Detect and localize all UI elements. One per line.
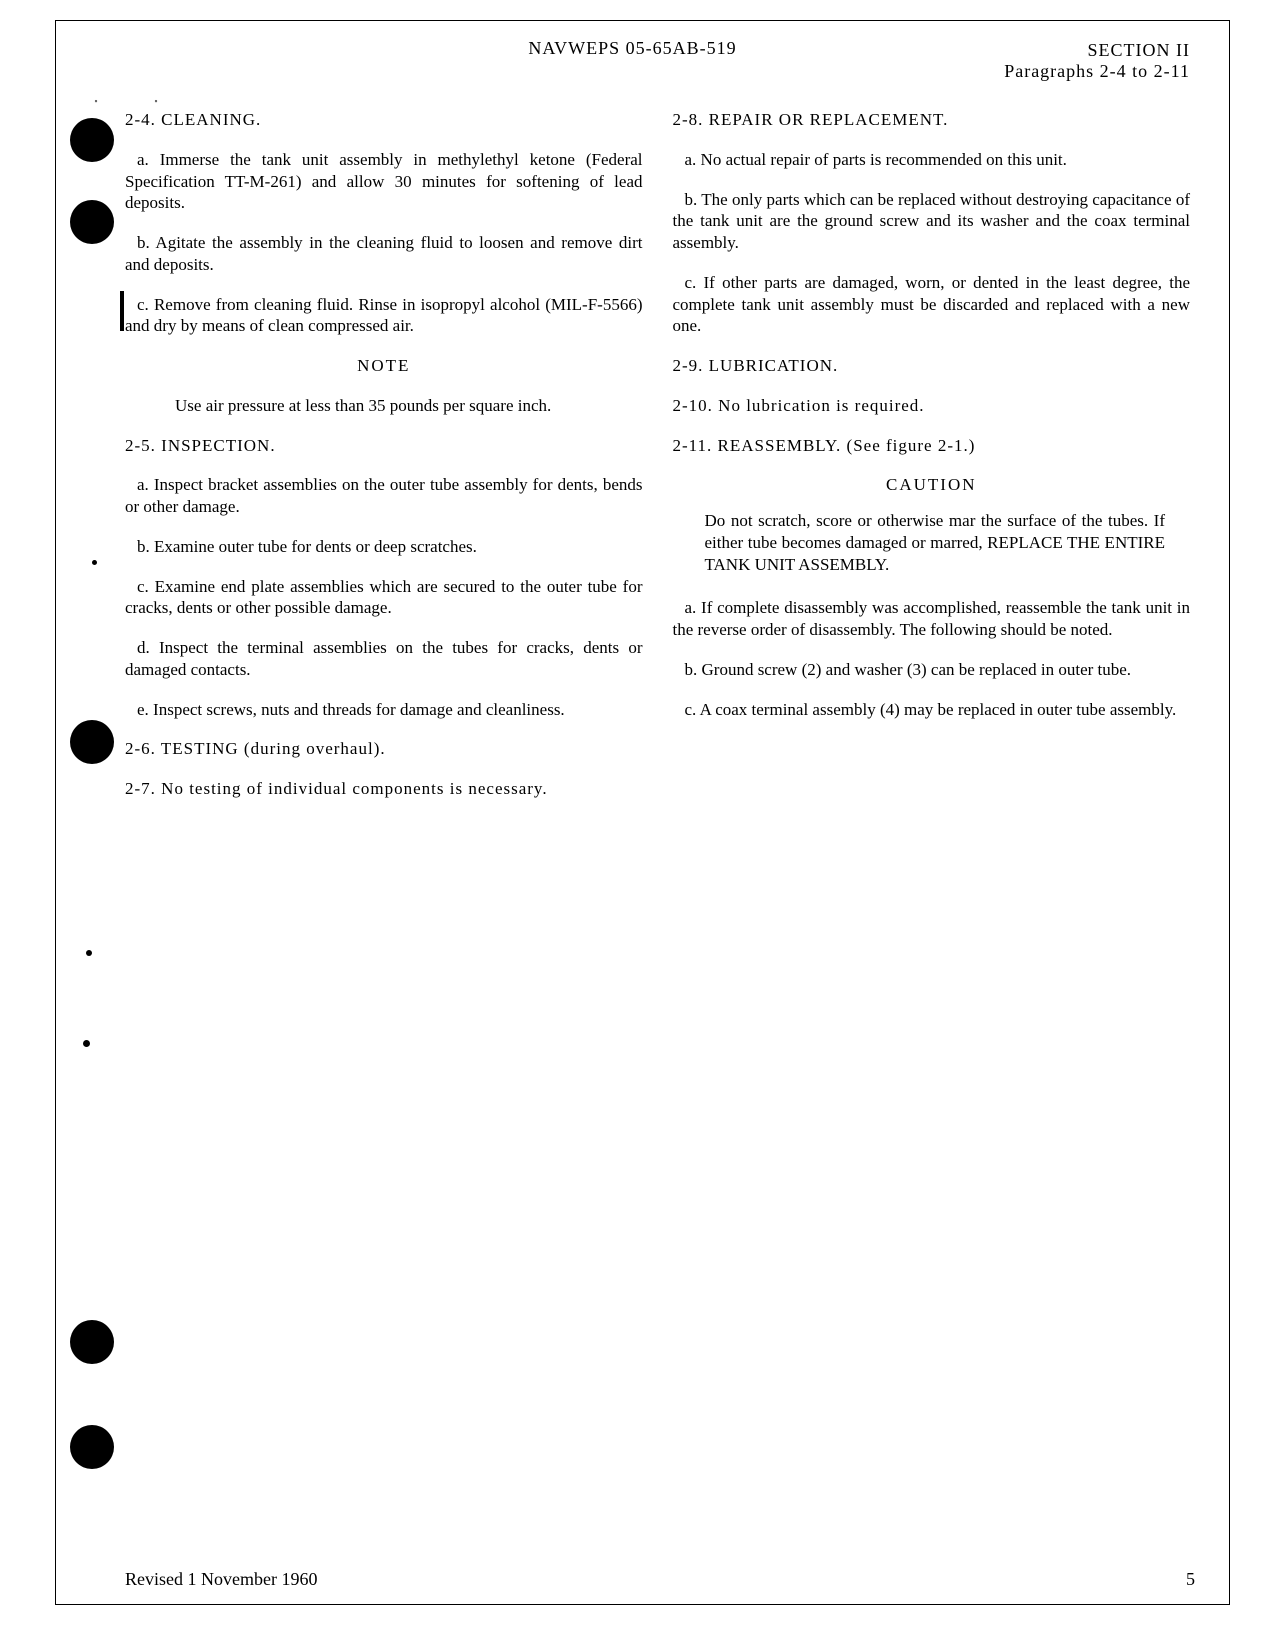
section-2-5-heading: 2-5. INSPECTION. [125,435,643,457]
header-doc-number: NAVWEPS 05-65AB-519 [528,38,736,59]
left-column: 2-4. CLEANING. a. Immerse the tank unit … [125,107,643,818]
punch-hole-dot [70,720,114,764]
header-section-info: SECTION II Paragraphs 2-4 to 2-11 [1004,40,1190,82]
para-2-8-b: b. The only parts which can be replaced … [673,189,1191,254]
para-2-5-a: a. Inspect bracket assemblies on the out… [125,474,643,518]
punch-hole-dot [70,1425,114,1469]
para-2-5-e: e. Inspect screws, nuts and threads for … [125,699,643,721]
note-text: Use air pressure at less than 35 pounds … [125,395,643,417]
punch-hole-dot [70,1320,114,1364]
stray-mark: ⸼ [155,85,158,104]
section-2-4-heading: 2-4. CLEANING. [125,109,643,131]
para-2-7: 2-7. No testing of individual components… [125,778,643,800]
header-section: SECTION II [1004,40,1190,61]
caution-label: CAUTION [673,474,1191,496]
para-2-4-c: c. Remove from cleaning fluid. Rinse in … [125,294,643,338]
footer-page-number: 5 [1186,1569,1195,1590]
para-2-4-b: b. Agitate the assembly in the cleaning … [125,232,643,276]
section-2-8-heading: 2-8. REPAIR OR REPLACEMENT. [673,109,1191,131]
para-2-5-d: d. Inspect the terminal assemblies on th… [125,637,643,681]
right-column: 2-8. REPAIR OR REPLACEMENT. a. No actual… [673,107,1191,818]
stray-dot [92,560,97,565]
section-2-11-heading: 2-11. REASSEMBLY. (See figure 2-1.) [673,435,1191,457]
section-2-6-heading: 2-6. TESTING (during overhaul). [125,738,643,760]
header-paragraphs: Paragraphs 2-4 to 2-11 [1004,61,1190,82]
content-area: 2-4. CLEANING. a. Immerse the tank unit … [70,97,1220,818]
para-2-5-b: b. Examine outer tube for dents or deep … [125,536,643,558]
punch-hole-dot [70,200,114,244]
stray-dot [83,1040,90,1047]
para-2-4-a: a. Immerse the tank unit assembly in met… [125,149,643,214]
revision-bar [120,291,124,331]
para-2-10: 2-10. No lubrication is required. [673,395,1191,417]
caution-text: Do not scratch, score or otherwise mar t… [673,510,1191,575]
page-header: NAVWEPS 05-65AB-519 SECTION II Paragraph… [70,35,1220,92]
note-label: NOTE [125,355,643,377]
section-2-9-heading: 2-9. LUBRICATION. [673,355,1191,377]
stray-dot [86,950,92,956]
punch-hole-dot [70,118,114,162]
para-2-8-a: a. No actual repair of parts is recommen… [673,149,1191,171]
para-2-11-b: b. Ground screw (2) and washer (3) can b… [673,659,1191,681]
page-footer: Revised 1 November 1960 5 [125,1569,1195,1590]
para-2-5-c: c. Examine end plate assemblies which ar… [125,576,643,620]
stray-mark: ⸼ [95,85,98,104]
para-2-8-c: c. If other parts are damaged, worn, or … [673,272,1191,337]
para-2-11-a: a. If complete disassembly was accomplis… [673,597,1191,641]
footer-revision-date: Revised 1 November 1960 [125,1569,317,1590]
para-2-11-c: c. A coax terminal assembly (4) may be r… [673,699,1191,721]
